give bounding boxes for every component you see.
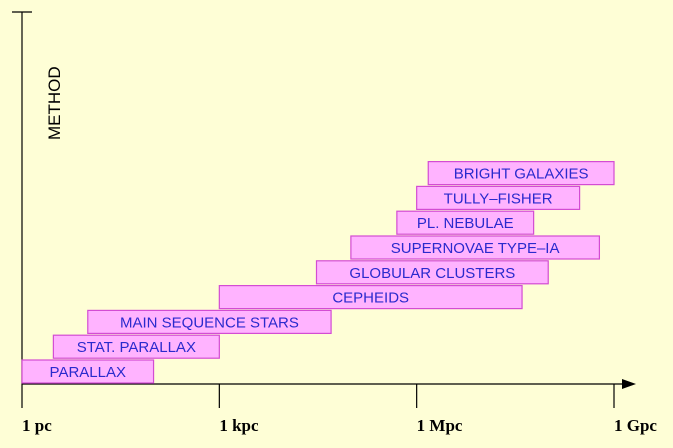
method-bar-label: CEPHEIDS [332,290,409,307]
method-bar-label: GLOBULAR CLUSTERS [349,265,515,282]
method-bar-group: CEPHEIDS [218,285,523,310]
x-tick-label: 1 Mpc [417,416,463,435]
method-bar-group: PL. NEBULAE [396,210,535,235]
method-bar-label: SUPERNOVAE TYPE–IA [391,240,560,257]
x-tick-label: 1 Gpc [614,416,657,435]
method-bar [315,260,549,285]
method-bar-label: BRIGHT GALAXIES [454,166,589,183]
x-tick-label: 1 kpc [219,416,259,435]
x-axis-arrowhead-icon [622,379,636,389]
method-bar-label: PARALLAX [50,364,126,381]
method-bar-group: BRIGHT GALAXIES [427,161,615,186]
method-bar [52,334,220,359]
x-tick-label: 1 pc [22,416,52,435]
method-bar [350,235,601,260]
method-bar [416,185,581,210]
method-bar-group: PARALLAX [21,359,155,384]
method-bar [21,359,155,384]
method-bar-label: TULLY–FISHER [444,190,553,207]
y-axis-title: METHOD [45,66,64,140]
method-bar-group: TULLY–FISHER [416,185,581,210]
method-bar [218,285,523,310]
method-bar [396,210,535,235]
method-bar-label: MAIN SEQUENCE STARS [120,314,299,331]
method-bar-label: PL. NEBULAE [417,215,514,232]
method-bar-group: STAT. PARALLAX [52,334,220,359]
method-bar [427,161,615,186]
x-ticks: 1 pc 1 kpc 1 Mpc 1 Gpc [21,384,657,435]
method-bars: PARALLAX STAT. PARALLAX MAIN SEQUENCE STAR… [21,161,615,384]
method-bar-group: GLOBULAR CLUSTERS [315,260,549,285]
method-bar-group: MAIN SEQUENCE STARS [87,309,332,334]
method-bar-group: SUPERNOVAE TYPE–IA [350,235,601,260]
method-bar [87,309,332,334]
method-bar-label: STAT. PARALLAX [77,339,196,356]
axes: METHOD [12,11,636,389]
